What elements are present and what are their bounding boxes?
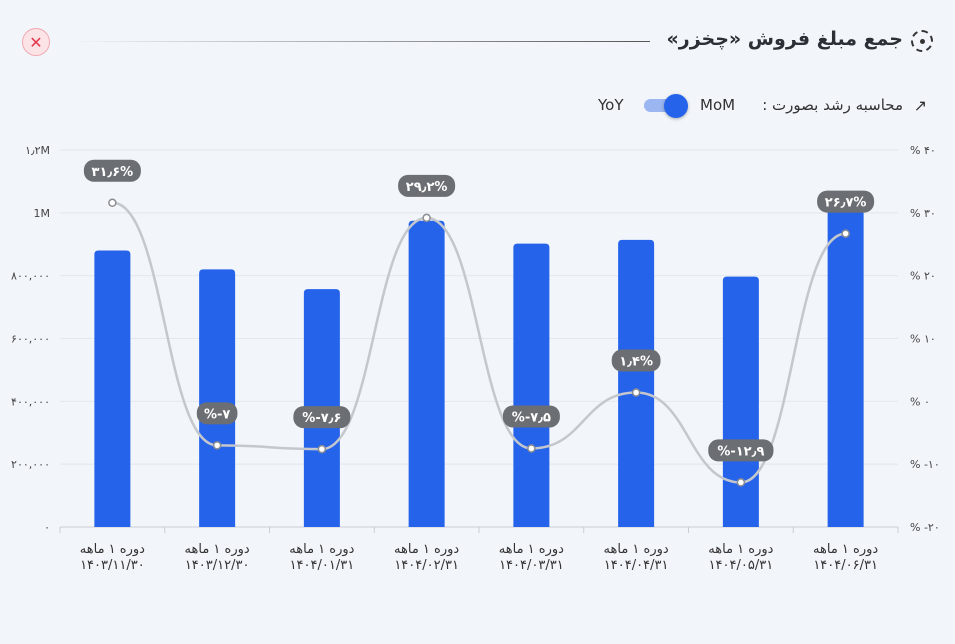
x-tick-label: دوره ۱ ماهه: [394, 542, 459, 557]
x-tick-label: ۱۴۰۳/۱۱/۳۰: [80, 558, 145, 573]
y-tick-left: ۶۰۰,۰۰۰: [11, 333, 50, 346]
growth-badge: [196, 402, 238, 425]
x-tick-label: دوره ۱ ماهه: [499, 542, 564, 557]
growth-point: [422, 213, 431, 223]
close-icon: ✕: [29, 32, 43, 52]
bar: [618, 239, 655, 527]
growth-data-label: ۱٫۴%: [619, 355, 653, 370]
growth-point: [317, 444, 327, 454]
growth-data-label: %-۷: [204, 407, 230, 422]
header: ✕ جمع مبلغ فروش «چخزر»: [0, 20, 955, 62]
x-tick-label: ۱۴۰۴/۰۳/۳۱: [499, 558, 564, 573]
bar: [94, 250, 131, 528]
x-tick-label: دوره ۱ ماهه: [80, 542, 145, 557]
growth-point: [736, 478, 746, 487]
x-tick-label: دوره ۱ ماهه: [185, 542, 250, 557]
growth-mode-label: محاسبه رشد بصورت :: [762, 96, 903, 114]
x-tick-label: دوره ۱ ماهه: [813, 542, 878, 557]
growth-controls: ↗ محاسبه رشد بصورت : MoM YoY: [0, 94, 955, 120]
growth-badge: [293, 406, 351, 429]
growth-data-label: ۳۱٫۶%: [92, 165, 134, 180]
bar: [513, 243, 550, 527]
y-tick-right: % -۱۰: [910, 458, 940, 471]
y-tick-left: ۰: [44, 521, 50, 534]
y-tick-right: % ۴۰: [910, 144, 936, 157]
x-tick-label: ۱۴۰۳/۱۲/۳۰: [185, 558, 250, 573]
y-tick-left: 1M: [34, 207, 51, 220]
y-tick-left: ۴۰۰,۰۰۰: [11, 395, 50, 408]
x-tick-label: دوره ۱ ماهه: [604, 542, 669, 557]
growth-badge: [83, 159, 141, 182]
growth-point: [212, 441, 222, 450]
yoy-label[interactable]: YoY: [598, 96, 624, 114]
x-tick-label: ۱۴۰۴/۰۱/۳۱: [290, 558, 355, 573]
trend-up-icon: ↗: [913, 96, 927, 115]
growth-point: [108, 198, 117, 208]
growth-badge: [502, 405, 560, 428]
y-tick-right: % ۳۰: [910, 207, 936, 220]
growth-point: [527, 444, 536, 453]
bar: [199, 269, 236, 527]
bar: [722, 276, 759, 527]
close-button[interactable]: ✕: [22, 28, 50, 56]
growth-data-label: %-۱۲٫۹: [717, 444, 764, 459]
y-tick-right: % ۲۰: [910, 270, 936, 283]
y-tick-left: ۱٫۲M: [25, 144, 50, 157]
y-tick-right: % ۱۰: [910, 333, 936, 346]
page-title: جمع مبلغ فروش «چخزر»: [666, 28, 904, 50]
mom-label[interactable]: MoM: [700, 96, 736, 114]
bar: [827, 209, 864, 528]
x-tick-label: دوره ۱ ماهه: [708, 542, 773, 557]
x-tick-label: ۱۴۰۴/۰۵/۳۱: [709, 558, 774, 573]
y-tick-right: % -۲۰: [910, 521, 940, 534]
bar: [303, 289, 340, 527]
growth-mode-toggle[interactable]: [644, 94, 688, 118]
y-tick-right: % ۰: [910, 395, 930, 408]
growth-data-label: ۲۶٫۷%: [825, 196, 867, 211]
target-icon: [911, 30, 933, 52]
x-tick-label: ۱۴۰۴/۰۲/۳۱: [394, 558, 459, 573]
y-tick-left: ۸۰۰,۰۰۰: [11, 270, 50, 283]
growth-badge: [708, 439, 774, 462]
x-tick-label: دوره ۱ ماهه: [289, 542, 354, 557]
x-tick-label: ۱۴۰۴/۰۴/۳۱: [604, 558, 669, 573]
growth-badge: [611, 349, 661, 372]
growth-line: [112, 201, 846, 484]
growth-point: [631, 388, 641, 397]
growth-data-label: %-۷٫۵: [512, 410, 551, 425]
header-divider: [70, 41, 650, 42]
growth-point: [841, 229, 850, 238]
growth-badge: [398, 174, 456, 197]
bar: [408, 220, 445, 527]
x-tick-label: ۱۴۰۴/۰۶/۳۱: [813, 558, 878, 573]
growth-data-label: %-۷٫۶: [302, 411, 341, 426]
growth-badge: [817, 190, 875, 213]
growth-data-label: ۲۹٫۲%: [406, 180, 448, 195]
y-tick-left: ۲۰۰,۰۰۰: [11, 458, 50, 471]
